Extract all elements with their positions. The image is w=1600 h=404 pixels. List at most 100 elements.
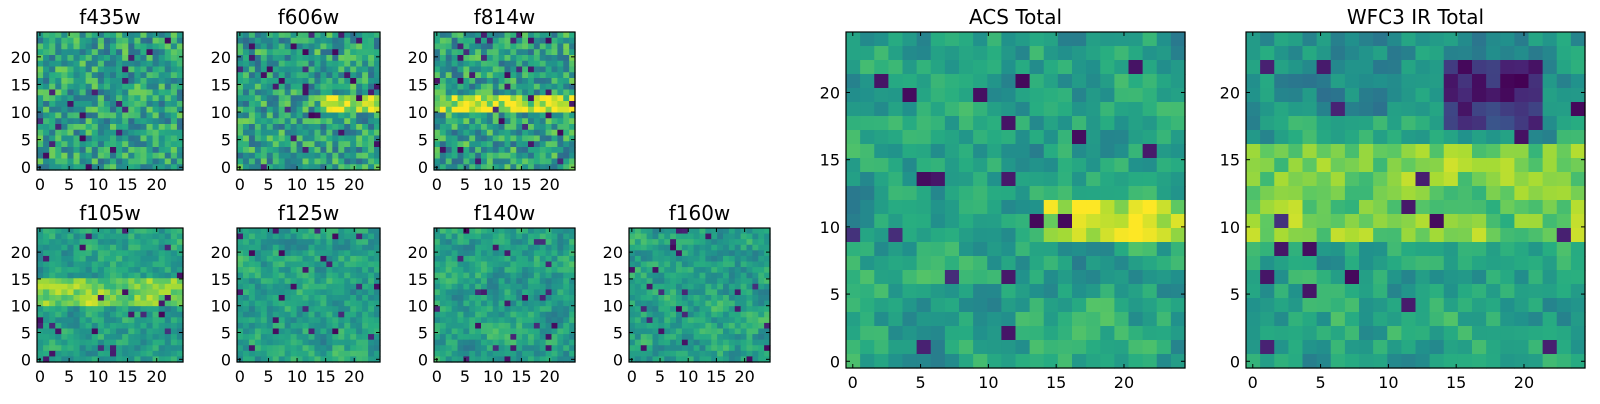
heatmap-cell xyxy=(80,278,87,284)
heatmap-cell xyxy=(563,44,569,50)
heatmap-cell xyxy=(1345,32,1360,47)
heatmap-cell xyxy=(332,95,339,101)
heatmap-cell xyxy=(973,116,988,131)
heatmap-cell xyxy=(344,250,351,256)
heatmap-cell xyxy=(688,351,694,357)
heatmap-cell xyxy=(741,312,747,318)
heatmap-cell xyxy=(1444,46,1459,61)
heatmap-cell xyxy=(1001,340,1016,355)
heatmap-cell xyxy=(705,317,711,323)
heatmap-cell xyxy=(1030,60,1045,75)
heatmap-cell xyxy=(1001,88,1016,103)
heatmap-cell xyxy=(285,147,292,153)
heatmap-cell xyxy=(122,239,129,245)
heatmap-cell xyxy=(92,284,99,290)
heatmap-cell xyxy=(741,340,747,346)
heatmap-cell xyxy=(37,284,44,290)
heatmap-cell xyxy=(110,256,117,262)
heatmap-cell xyxy=(314,78,321,84)
heatmap-cell xyxy=(43,67,50,73)
heatmap-cell xyxy=(116,239,123,245)
heatmap-cell xyxy=(540,256,546,262)
heatmap-cell xyxy=(458,351,464,357)
heatmap-cell xyxy=(694,250,700,256)
heatmap-cell xyxy=(1030,172,1045,187)
heatmap-cell xyxy=(446,301,452,307)
heatmap-cell xyxy=(452,284,458,290)
heatmap-cell xyxy=(344,118,351,124)
heatmap-cell xyxy=(43,295,50,301)
heatmap-cell xyxy=(320,90,327,96)
heatmap-cell xyxy=(463,250,469,256)
heatmap-cell xyxy=(368,124,375,130)
heatmap-cell xyxy=(973,186,988,201)
heatmap-cell xyxy=(516,78,522,84)
heatmap-cell xyxy=(350,90,357,96)
heatmap-cell xyxy=(116,32,123,38)
heatmap-cell xyxy=(98,329,105,335)
heatmap-cell xyxy=(43,61,50,67)
heatmap-cell xyxy=(1114,256,1129,271)
heatmap-cell xyxy=(469,55,475,61)
heatmap-cell xyxy=(682,323,688,329)
heatmap-cell xyxy=(279,113,286,119)
heatmap-cell xyxy=(528,130,534,136)
heatmap-cell xyxy=(255,107,262,113)
heatmap-cell xyxy=(505,334,511,340)
heatmap-cell xyxy=(362,130,369,136)
heatmap-cell xyxy=(846,88,861,103)
heatmap-cell xyxy=(516,113,522,119)
heatmap-cell xyxy=(717,323,723,329)
heatmap-cell xyxy=(647,306,653,312)
heatmap-cell xyxy=(516,72,522,78)
heatmap-cell xyxy=(1331,60,1346,75)
heatmap-cell xyxy=(368,90,375,96)
heatmap-cell xyxy=(43,147,50,153)
heatmap-cell xyxy=(458,239,464,245)
heatmap-cell xyxy=(647,340,653,346)
heatmap-cell xyxy=(55,136,62,142)
heatmap-cell xyxy=(92,118,99,124)
heatmap-cell xyxy=(140,90,147,96)
heatmap-cell xyxy=(43,228,50,234)
heatmap-cell xyxy=(104,301,111,307)
heatmap-cell xyxy=(134,107,141,113)
heatmap-cell xyxy=(546,113,552,119)
heatmap-cell xyxy=(237,317,244,323)
heatmap-cell xyxy=(510,301,516,307)
heatmap-cell xyxy=(1086,158,1101,173)
heatmap-cell xyxy=(309,49,316,55)
heatmap-cell xyxy=(134,301,141,307)
heatmap-cell xyxy=(534,95,540,101)
heatmap-cell xyxy=(98,84,105,90)
heatmap-cell xyxy=(540,323,546,329)
heatmap-cell xyxy=(273,61,280,67)
heatmap-cell xyxy=(255,250,262,256)
heatmap-cell xyxy=(917,270,932,285)
heatmap-cell xyxy=(1246,88,1261,103)
heatmap-cell xyxy=(458,49,464,55)
heatmap-cell xyxy=(1387,74,1402,89)
heatmap-cell xyxy=(243,228,250,234)
heatmap-cell xyxy=(267,306,274,312)
heatmap-cell xyxy=(676,239,682,245)
heatmap-cell xyxy=(475,301,481,307)
heatmap-cell xyxy=(134,95,141,101)
heatmap-cell xyxy=(153,289,160,295)
heatmap-cell xyxy=(338,78,345,84)
heatmap-cell xyxy=(255,72,262,78)
heatmap-cell xyxy=(1171,326,1186,341)
heatmap-cell xyxy=(1143,46,1158,61)
heatmap-cell xyxy=(973,312,988,327)
heatmap-cell xyxy=(688,334,694,340)
heatmap-cell xyxy=(458,55,464,61)
heatmap-cell xyxy=(86,107,93,113)
heatmap-cell xyxy=(452,256,458,262)
heatmap-cell xyxy=(297,78,304,84)
heatmap-cell xyxy=(563,228,569,234)
heatmap-cell xyxy=(1331,46,1346,61)
heatmap-cell xyxy=(86,345,93,351)
heatmap-cell xyxy=(487,67,493,73)
heatmap-cell xyxy=(134,44,141,50)
